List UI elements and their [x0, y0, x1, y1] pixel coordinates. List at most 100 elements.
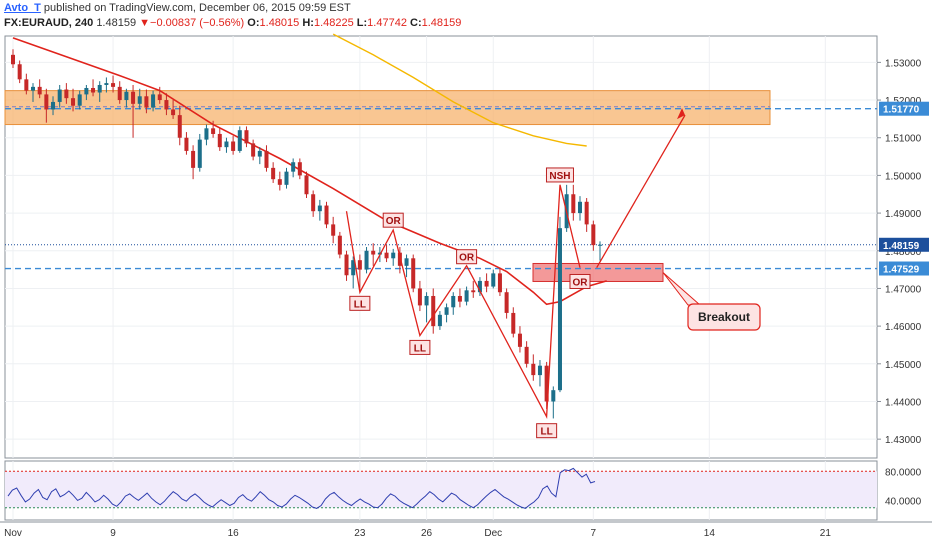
candle-up [104, 83, 109, 85]
rsi-tick-label: 80.0000 [885, 467, 922, 478]
candle-up [137, 96, 142, 104]
candle-down [397, 252, 402, 266]
level-lower-label: 1.47529 [883, 265, 920, 276]
candle-down [144, 96, 149, 108]
candle-down [264, 150, 269, 168]
candle-down [324, 205, 329, 225]
moving-average-slow [332, 33, 587, 147]
annotation-box [545, 167, 574, 183]
rsi-band [5, 471, 877, 508]
time-tick-label: Nov [4, 528, 22, 539]
candle-down [184, 137, 189, 151]
high-label: H: [302, 17, 314, 29]
candle-down [571, 194, 576, 214]
candle-down [297, 162, 302, 176]
open-label: O: [247, 17, 260, 29]
candle-down [157, 94, 162, 101]
change-value: −0.00837 (−0.56%) [150, 17, 245, 29]
candle-up [464, 290, 469, 302]
candle-up [444, 307, 449, 315]
author-link[interactable]: Avto_T [4, 2, 41, 14]
time-tick-label: 21 [820, 528, 832, 539]
annotation-label: LL [414, 343, 426, 354]
candle-up [204, 128, 209, 140]
candle-up [437, 314, 442, 327]
candle-up [51, 101, 56, 110]
rsi-pane [5, 467, 877, 509]
price-tick-label: 1.48000 [885, 247, 922, 258]
candles [10, 49, 603, 419]
candle-down [417, 288, 422, 306]
annotation-box [349, 295, 371, 311]
last-price-label-box [879, 237, 929, 252]
annotation-label: LL [541, 427, 553, 438]
candle-down [111, 83, 116, 87]
candle-up [597, 244, 603, 246]
annotation-box [536, 423, 558, 439]
candle-down [191, 150, 196, 168]
candle-up [424, 295, 429, 306]
candle-up [224, 141, 229, 148]
projection-arrow [596, 114, 686, 269]
candle-down [484, 280, 489, 287]
candle-down [371, 250, 376, 255]
last-price: 1.48159 [96, 17, 137, 29]
time-tick-label: Dec [484, 528, 502, 539]
level-upper-label-box [879, 101, 929, 116]
candle-down [411, 258, 416, 289]
candle-down [304, 175, 309, 195]
candle-up [404, 258, 409, 266]
candle-up [551, 390, 556, 402]
candle-down [164, 100, 169, 110]
time-tick-label: 23 [354, 528, 366, 539]
published-text: published on TradingView.com, December 0… [40, 2, 351, 14]
time-tick-label: 9 [110, 528, 116, 539]
publish-line: Avto_T published on TradingView.com, Dec… [4, 2, 351, 14]
last-price-label: 1.48159 [883, 241, 920, 252]
price-tick-label: 1.46000 [885, 322, 922, 333]
candle-up [237, 130, 242, 151]
candle-down [211, 128, 216, 134]
candle-down [457, 295, 462, 302]
time-tick-label: 14 [704, 528, 716, 539]
price-tick-label: 1.53000 [885, 58, 922, 69]
annotation-label: NSH [549, 171, 570, 182]
symbol-label: FX:EURAUD, 240 [4, 17, 94, 29]
annotation-label: OR [459, 253, 475, 264]
low-label: L: [356, 17, 368, 29]
annotation-box [382, 212, 404, 228]
candle-down [64, 89, 69, 99]
candle-down [357, 260, 362, 270]
arrowhead-icon [677, 108, 685, 120]
candle-down [524, 346, 529, 364]
candle-up [451, 295, 456, 308]
candle-down [244, 130, 249, 144]
candle-down [511, 312, 516, 334]
candle-down [171, 109, 176, 116]
candle-up [151, 94, 156, 108]
high-value: 1.48225 [313, 17, 354, 29]
price-tick-label: 1.47000 [885, 284, 922, 295]
candle-down [544, 365, 549, 402]
annotation-label: LL [354, 299, 366, 310]
candle-up [57, 89, 62, 102]
candle-up [351, 260, 356, 276]
annotation-box [409, 339, 431, 355]
close-label: C: [410, 17, 422, 29]
candle-down [337, 235, 342, 255]
candle-down [311, 194, 316, 212]
change-arrow-icon: ▼ [139, 17, 151, 29]
candle-down [91, 87, 96, 93]
candle-up [284, 171, 289, 185]
candle-up [77, 94, 82, 106]
rsi-line [7, 467, 596, 509]
candle-down [271, 167, 276, 180]
candle-down [117, 86, 122, 101]
candle-up [84, 87, 89, 95]
candle-up [31, 86, 36, 91]
candle-down [344, 254, 349, 276]
candle-up [364, 250, 369, 270]
symbol-line: FX:EURAUD, 240 1.48159 ▼−0.00837 (−0.56%… [4, 17, 461, 29]
